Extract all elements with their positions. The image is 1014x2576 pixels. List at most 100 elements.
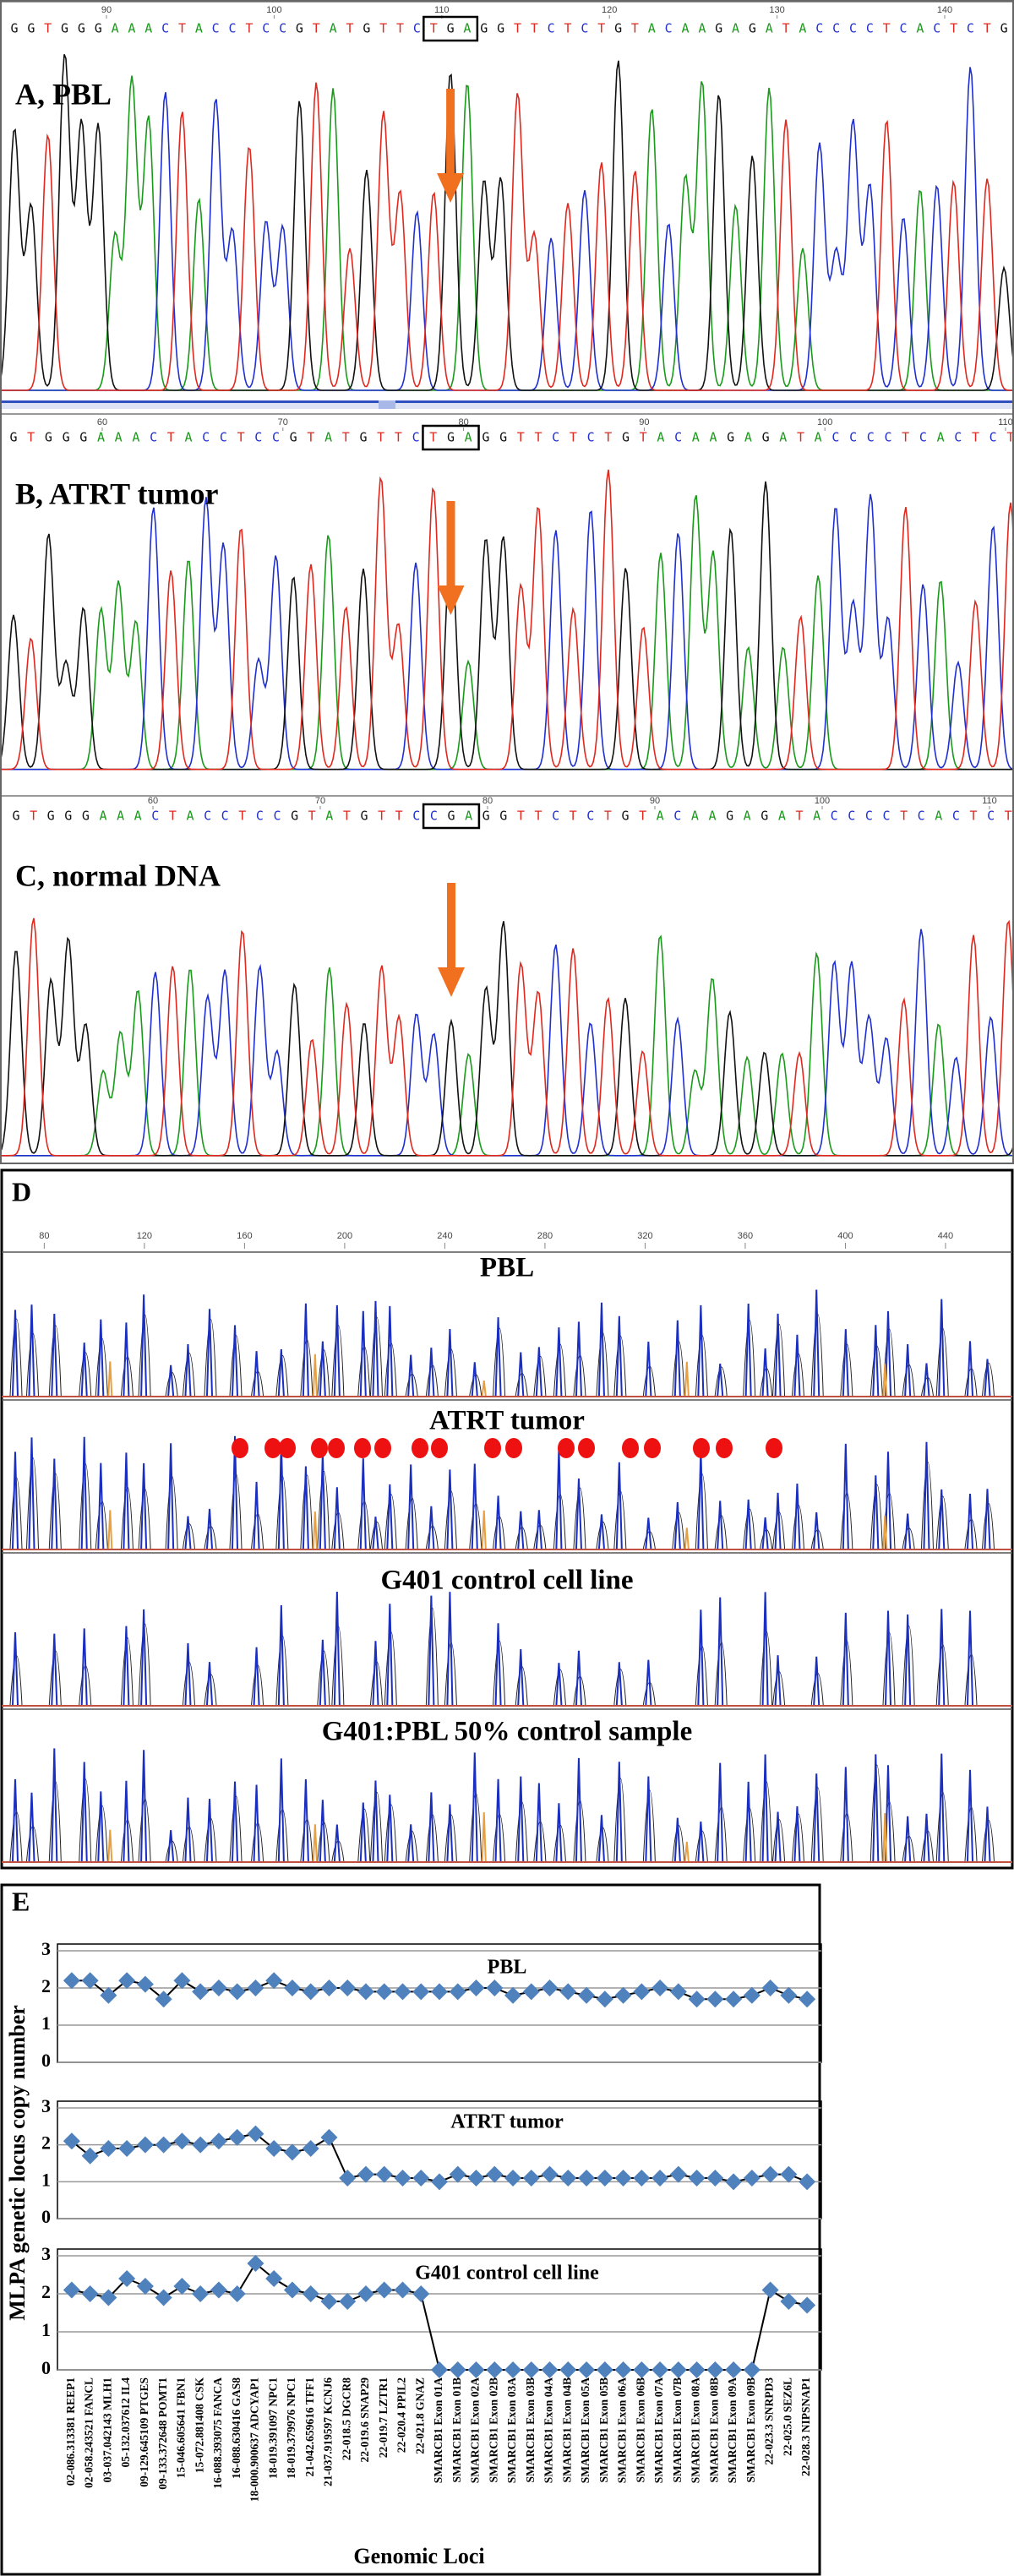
trace	[0, 82, 1014, 391]
base-letter: C	[229, 21, 237, 36]
base-letter: C	[919, 430, 927, 445]
data-point	[541, 1980, 559, 1996]
x-tick-label: 18-019.379976 NPC1	[285, 2377, 297, 2479]
deletion-marker	[505, 1438, 522, 1458]
ruler-label: 240	[437, 1231, 452, 1241]
data-point	[210, 2281, 227, 2299]
ruler-label: 60	[148, 796, 158, 806]
scroll-bar-line	[0, 400, 1014, 403]
data-point	[357, 2165, 374, 2183]
base-letter: T	[534, 430, 542, 445]
data-point	[394, 2169, 412, 2187]
deletion-marker	[693, 1438, 710, 1458]
base-letter: C	[256, 809, 264, 824]
arrow	[437, 89, 465, 203]
ruler-label: 110	[998, 417, 1013, 428]
base-letter: T	[640, 430, 647, 445]
base-letter: T	[395, 430, 402, 445]
base-letter: C	[150, 430, 157, 445]
base-letter: A	[766, 21, 773, 36]
data-point	[375, 2281, 393, 2299]
data-point	[522, 2361, 540, 2378]
base-letter: G	[61, 21, 68, 36]
data-point	[118, 2270, 136, 2287]
data-point	[283, 2281, 301, 2299]
data-point	[320, 2293, 338, 2310]
data-point	[706, 2169, 724, 2187]
data-point	[504, 2169, 522, 2187]
base-letter: G	[296, 21, 303, 36]
base-letter: A	[186, 809, 194, 824]
x-tick-label: SMARCB1 Exon 03B	[524, 2377, 537, 2483]
data-point	[81, 2285, 99, 2302]
data-point	[63, 2132, 80, 2150]
base-letter: A	[935, 809, 942, 824]
x-tick-label: 22-018.5 DGCR8	[340, 2377, 352, 2460]
base-letter: A	[99, 809, 106, 824]
data-point	[541, 2361, 559, 2378]
data-point	[725, 1991, 743, 2008]
x-tick-label: SMARCB1 Exon 07B	[671, 2377, 684, 2483]
deletion-marker	[431, 1438, 448, 1458]
base-letter: G	[480, 21, 488, 36]
base-letter: T	[395, 809, 403, 824]
trace-orange	[107, 1353, 888, 1397]
base-letter: C	[900, 21, 908, 36]
base-letter: G	[290, 430, 297, 445]
data-point	[210, 1980, 227, 1996]
data-point	[578, 1986, 596, 2004]
x-tick-label: 18-019.391097 NPC1	[266, 2377, 279, 2479]
x-tick-label: SMARCB1 Exon 08B	[707, 2377, 720, 2483]
base-letter: T	[604, 809, 612, 824]
base-letter: T	[342, 430, 350, 445]
data-point	[633, 1983, 651, 2001]
base-letter: C	[413, 21, 421, 36]
base-letter: A	[134, 809, 142, 824]
base-letter: T	[883, 21, 891, 36]
sample-title: ATRT tumor	[429, 1406, 585, 1436]
data-point	[394, 2281, 412, 2299]
y-tick-label: 0	[41, 2050, 51, 2071]
base-letter: C	[673, 809, 681, 824]
base-letter: G	[78, 21, 85, 36]
base-letter: A	[691, 809, 699, 824]
base-letter: A	[813, 809, 820, 824]
base-letter: T	[30, 809, 37, 824]
base-letter: A	[815, 430, 822, 445]
deletion-marker	[279, 1438, 296, 1458]
trace	[0, 493, 1014, 771]
ruler-label: 100	[266, 5, 281, 15]
base-letter: C	[665, 21, 673, 36]
base-letter: T	[597, 21, 605, 36]
data-point	[504, 2361, 522, 2378]
data-point	[799, 1991, 816, 2008]
ruler-label: 90	[650, 796, 660, 806]
data-point	[192, 1983, 210, 2001]
base-letter: G	[45, 430, 52, 445]
data-point	[596, 2361, 613, 2378]
ruler-label: 70	[315, 796, 325, 806]
base-letter: T	[379, 21, 387, 36]
x-tick-label: 16-088.393075 FANCA	[211, 2377, 224, 2489]
ruler-label: 80	[39, 1231, 49, 1241]
plot-title: PBL	[488, 1957, 527, 1979]
base-letter: C	[220, 430, 227, 445]
base-letter: A	[117, 809, 124, 824]
base-letter: A	[128, 21, 135, 36]
data-point	[559, 1983, 577, 2001]
data-point	[339, 2293, 357, 2310]
data-point	[173, 1972, 191, 1990]
base-letter: T	[969, 809, 977, 824]
base-letter: G	[762, 430, 770, 445]
data-point	[412, 2285, 430, 2302]
data-point	[431, 2361, 448, 2378]
base-letter: C	[815, 21, 823, 36]
data-point	[449, 2361, 466, 2378]
codon-box	[422, 15, 479, 42]
base-letter: T	[900, 809, 908, 824]
data-point	[559, 2361, 577, 2378]
ruler-label: 110	[982, 796, 997, 806]
base-letter: C	[884, 430, 891, 445]
data-point	[265, 2270, 283, 2287]
base-letter: A	[744, 430, 752, 445]
